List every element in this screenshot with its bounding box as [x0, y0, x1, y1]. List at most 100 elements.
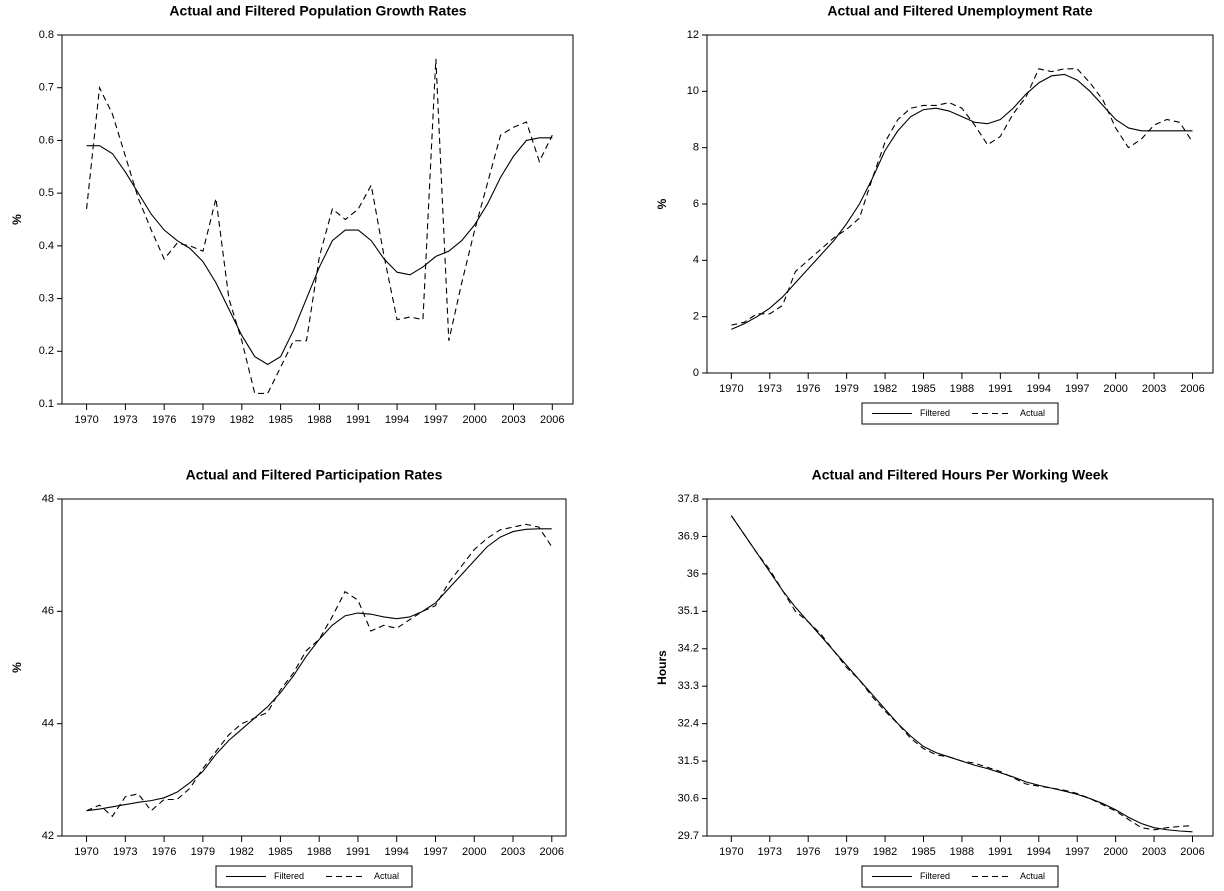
x-tick-label: 1976 [796, 846, 820, 858]
y-tick-label: 0.6 [39, 134, 54, 146]
series-line [86, 523, 553, 818]
y-tick-label: 29.7 [678, 830, 699, 842]
x-tick-label: 1979 [191, 846, 215, 858]
y-tick-label: 36 [687, 568, 699, 580]
x-tick-label: 1988 [307, 846, 331, 858]
series-line [730, 515, 1193, 831]
x-tick-label: 1973 [113, 414, 137, 426]
chart-panel: Actual and Filtered Hours Per Working We… [655, 467, 1214, 888]
x-tick-label: 1979 [834, 383, 858, 395]
y-tick-label: 0 [693, 367, 699, 379]
x-tick-label: 2006 [540, 414, 564, 426]
series-line [731, 73, 1193, 330]
x-tick-label: 1997 [1065, 846, 1089, 858]
y-tick-label: 46 [42, 605, 54, 617]
legend-label: Filtered [920, 871, 950, 881]
x-tick-label: 1991 [346, 846, 370, 858]
x-tick-label: 1994 [385, 414, 409, 426]
x-tick-label: 2000 [462, 846, 486, 858]
x-tick-label: 1973 [758, 383, 782, 395]
legend-label: Filtered [920, 408, 950, 418]
series-line [86, 528, 552, 812]
y-tick-label: 6 [693, 198, 699, 210]
plot-frame [706, 498, 1214, 837]
y-tick-label: 0.5 [39, 187, 54, 199]
x-tick-label: 1985 [911, 846, 935, 858]
x-tick-label: 1982 [873, 846, 897, 858]
chart-panel: Actual and Filtered Population Growth Ra… [10, 3, 574, 426]
series-line [86, 58, 553, 395]
y-tick-label: 48 [42, 493, 54, 505]
legend-label: Filtered [274, 871, 304, 881]
legend-label: Actual [1020, 871, 1045, 881]
chart-panel: Actual and Filtered Unemployment Rate% 0 2… [655, 3, 1214, 425]
x-tick-label: 1988 [307, 414, 331, 426]
y-tick-label: 35.1 [678, 605, 699, 617]
y-tick-label: 0.4 [39, 240, 54, 252]
y-axis-label: % [655, 198, 669, 209]
y-tick-label: 37.8 [678, 493, 699, 505]
y-tick-label: 2 [693, 311, 699, 323]
chart-title: Actual and Filtered Population Growth Ra… [169, 3, 466, 19]
x-tick-label: 1994 [1027, 846, 1051, 858]
x-tick-label: 1973 [113, 846, 137, 858]
chart-title: Actual and Filtered Participation Rates [186, 467, 443, 483]
plot-frame [61, 498, 567, 837]
x-tick-label: 1997 [424, 414, 448, 426]
y-tick-label: 34.2 [678, 643, 699, 655]
y-tick-label: 8 [693, 142, 699, 154]
y-tick-label: 36.9 [678, 530, 699, 542]
x-tick-label: 1973 [758, 846, 782, 858]
x-tick-label: 1970 [74, 414, 98, 426]
legend-box [861, 865, 1059, 888]
y-tick-label: 0.8 [39, 29, 54, 41]
x-tick-label: 1994 [1027, 383, 1051, 395]
x-tick-label: 2000 [462, 414, 486, 426]
x-tick-label: 1985 [268, 846, 292, 858]
x-tick-label: 2006 [1180, 383, 1204, 395]
x-tick-label: 2003 [501, 846, 525, 858]
y-axis-label: % [10, 662, 24, 673]
x-tick-label: 1982 [229, 846, 253, 858]
x-tick-label: 1970 [719, 383, 743, 395]
legend-box [215, 865, 413, 888]
y-tick-label: 0.3 [39, 292, 54, 304]
y-tick-label: 0.2 [39, 345, 54, 357]
x-tick-label: 1985 [268, 414, 292, 426]
x-tick-label: 1970 [74, 846, 98, 858]
series-line [86, 137, 553, 366]
y-tick-label: 10 [687, 85, 699, 97]
y-tick-label: 44 [42, 718, 54, 730]
x-tick-label: 2003 [1142, 383, 1166, 395]
x-tick-label: 1979 [191, 414, 215, 426]
y-tick-label: 42 [42, 830, 54, 842]
y-axis-label: Hours [655, 650, 669, 685]
x-tick-label: 2006 [540, 846, 564, 858]
legend-label: Actual [374, 871, 399, 881]
chart-title: Actual and Filtered Unemployment Rate [827, 3, 1092, 19]
x-tick-label: 1991 [346, 414, 370, 426]
x-tick-label: 1991 [988, 383, 1012, 395]
x-tick-label: 1976 [796, 383, 820, 395]
x-tick-label: 2000 [1103, 383, 1127, 395]
y-axis-label: % [10, 214, 24, 225]
legend-label: Actual [1020, 408, 1045, 418]
x-tick-label: 1997 [1065, 383, 1089, 395]
x-tick-label: 1994 [384, 846, 408, 858]
x-tick-label: 1988 [950, 846, 974, 858]
x-tick-label: 1982 [873, 383, 897, 395]
x-tick-label: 2003 [501, 414, 525, 426]
x-tick-label: 1997 [423, 846, 447, 858]
y-tick-label: 0.1 [39, 398, 54, 410]
plot-frame [706, 34, 1214, 374]
x-tick-label: 2000 [1103, 846, 1127, 858]
x-tick-label: 1976 [152, 414, 176, 426]
x-tick-label: 1979 [834, 846, 858, 858]
x-tick-label: 1970 [719, 846, 743, 858]
series-line [731, 68, 1193, 326]
x-tick-label: 1991 [988, 846, 1012, 858]
y-tick-label: 12 [687, 29, 699, 41]
x-tick-label: 2006 [1180, 846, 1204, 858]
